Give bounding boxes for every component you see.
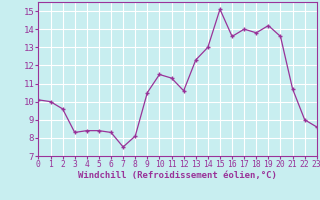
X-axis label: Windchill (Refroidissement éolien,°C): Windchill (Refroidissement éolien,°C)	[78, 171, 277, 180]
